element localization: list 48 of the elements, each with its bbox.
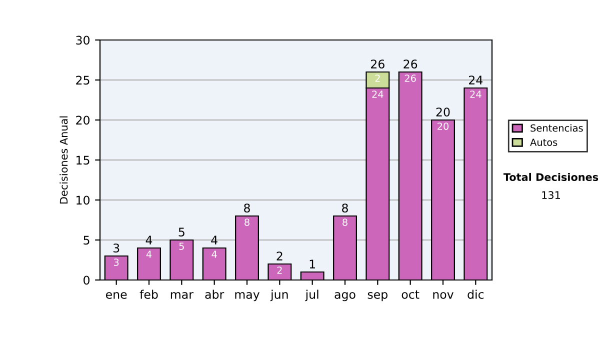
- x-tick-label: nov: [433, 292, 454, 299]
- total-label: 5: [178, 228, 184, 237]
- data-label: 20: [438, 122, 449, 130]
- x-tick-label: dic: [468, 290, 484, 299]
- data-label: 8: [342, 218, 348, 226]
- y-tick-label: 10: [76, 196, 90, 205]
- data-label: 4: [146, 250, 152, 258]
- text: Total Decisiones: [503, 172, 598, 182]
- y-tick-label: 20: [76, 116, 90, 125]
- total-label: 26: [404, 60, 418, 69]
- data-label: 5: [179, 242, 184, 250]
- total-label: 2: [276, 252, 282, 260]
- legend-label: Sentencias: [530, 124, 583, 132]
- x-tick-label: jul: [305, 290, 318, 302]
- y-tick-label: 25: [76, 76, 90, 85]
- x-tick-label: feb: [140, 290, 158, 299]
- data-label: 26: [404, 74, 416, 82]
- total-label: 1: [310, 260, 315, 268]
- total-label: 8: [244, 204, 250, 213]
- total-label: 3: [113, 244, 120, 253]
- data-label: 24: [372, 90, 384, 98]
- x-tick-label: oct: [402, 290, 420, 299]
- data-label: 4: [212, 250, 217, 258]
- text: 131: [542, 191, 560, 200]
- data-label: 24: [470, 90, 482, 98]
- total-label: 8: [342, 204, 348, 213]
- total-label: 24: [469, 76, 483, 84]
- total-label: 4: [211, 236, 218, 244]
- y-tick-label: 30: [76, 36, 90, 45]
- x-tick-label: ago: [334, 292, 356, 302]
- x-tick-label: ene: [106, 292, 127, 299]
- y-tick-label: 0: [84, 276, 90, 285]
- y-tick-label: 5: [84, 236, 90, 245]
- total-label: 20: [436, 108, 450, 117]
- total-label: 4: [146, 236, 152, 244]
- y-tick-label: 15: [76, 156, 90, 165]
- x-tick-label: may: [235, 292, 260, 302]
- x-tick-label: abr: [205, 290, 224, 299]
- x-tick-label: jun: [270, 290, 288, 302]
- data-label: 8: [244, 218, 250, 226]
- data-label: 2: [277, 266, 282, 274]
- x-tick-label: sep: [368, 292, 388, 302]
- y-axis-title: Decisiones Anual: [60, 116, 68, 204]
- data-label: 3: [114, 258, 119, 266]
- x-tick-label: mar: [170, 292, 194, 299]
- total-label: 26: [371, 60, 384, 69]
- data-label: 2: [375, 74, 380, 82]
- legend-label: Autos: [530, 138, 558, 146]
